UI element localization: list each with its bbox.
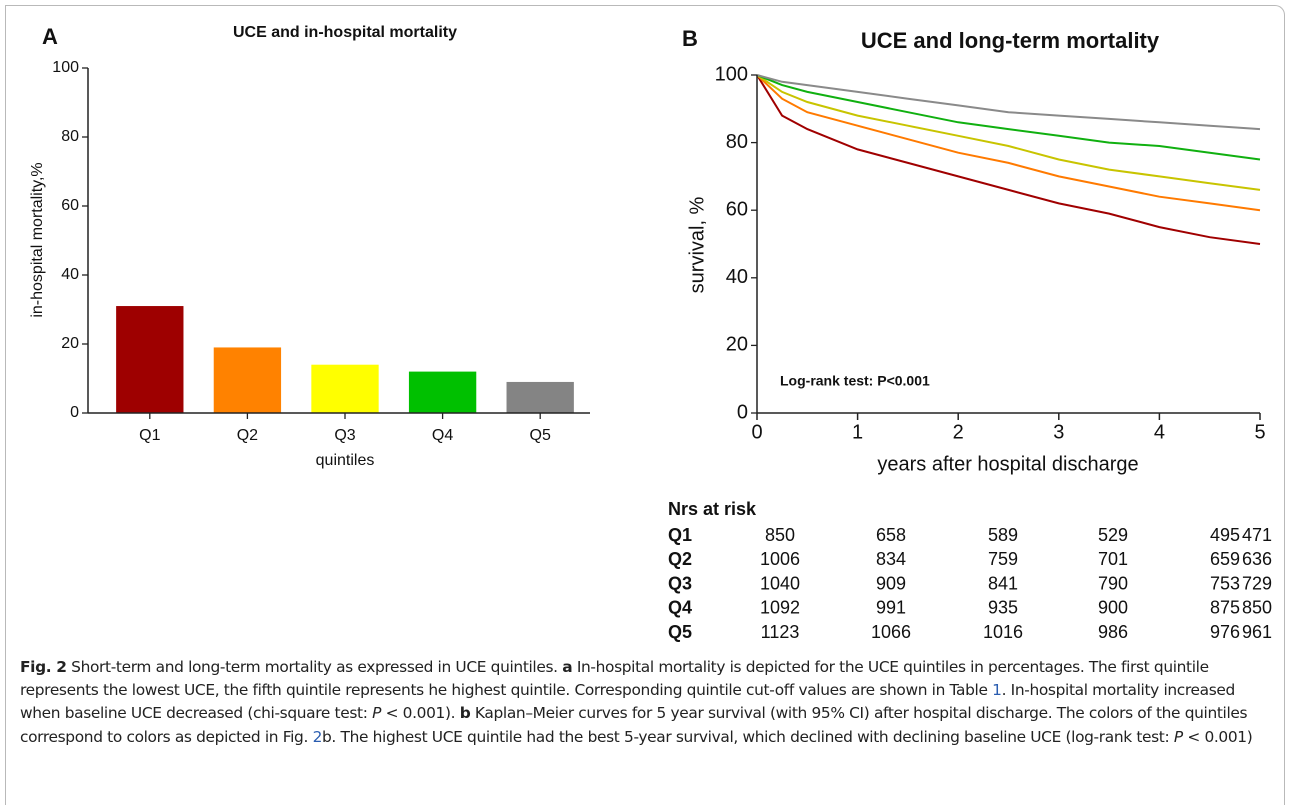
risk-count: 850 (1242, 598, 1272, 618)
risk-count: 471 (1242, 525, 1272, 545)
y-tick-label: 60 (61, 197, 79, 214)
caption-text[interactable]: 1 (992, 681, 1002, 700)
risk-row-label: Q5 (668, 622, 692, 642)
x-axis-label: years after hospital discharge (877, 453, 1138, 475)
x-tick-label: Q2 (237, 427, 258, 444)
risk-count: 753 (1210, 573, 1240, 593)
figure-frame (5, 5, 1285, 805)
risk-count: 841 (988, 573, 1018, 593)
y-tick-label: 80 (61, 128, 79, 145)
caption-text: Short-term and long-term mortality as ex… (66, 658, 563, 676)
survival-line (756, 74, 1261, 245)
x-tick-label: 2 (953, 421, 964, 443)
risk-count: 900 (1098, 598, 1128, 618)
survival-line (756, 74, 1261, 131)
risk-row-label: Q4 (668, 598, 692, 618)
chart-title: UCE and in-hospital mortality (233, 24, 457, 41)
annotation: Log-rank test: P<0.001 (780, 373, 930, 389)
risk-count: 1123 (761, 622, 800, 642)
y-tick-label: 80 (726, 131, 748, 153)
bar (213, 347, 282, 413)
caption-text: Kaplan–Meier curves for 5 year survival … (20, 704, 1248, 746)
risk-count: 976 (1210, 622, 1240, 642)
x-tick-label: Q4 (432, 427, 453, 444)
risk-count: 991 (876, 598, 906, 618)
x-tick-label: 0 (751, 421, 762, 443)
x-axis-label: quintiles (316, 452, 375, 469)
risk-count: 961 (1242, 622, 1272, 642)
survival-line (756, 74, 1261, 161)
risk-count: 529 (1098, 525, 1128, 545)
panel-label: B (682, 26, 698, 51)
risk-count: 909 (876, 573, 906, 593)
y-axis-label: survival, % (686, 196, 708, 293)
caption-text: P (372, 704, 382, 723)
caption-text: b (459, 704, 471, 723)
bar (116, 306, 184, 413)
bar (506, 381, 574, 413)
y-tick-label: 20 (726, 334, 748, 356)
y-tick-label: 0 (737, 401, 748, 423)
risk-count: 1092 (760, 598, 800, 618)
y-tick-label: 60 (726, 198, 748, 220)
chart-title: UCE and long-term mortality (861, 28, 1160, 53)
caption-text: < 0.001). (381, 704, 460, 723)
risk-row-label: Q3 (668, 573, 692, 593)
risk-count: 1040 (760, 573, 800, 593)
x-tick-label: 1 (852, 421, 863, 443)
risk-count: 658 (876, 525, 906, 545)
risk-count: 589 (988, 525, 1018, 545)
bar (408, 371, 477, 413)
risk-count: 1006 (760, 549, 800, 569)
risk-count: 701 (1098, 549, 1128, 569)
caption-text[interactable]: 2 (312, 727, 323, 746)
caption-text: < 0.001) (1182, 727, 1253, 746)
x-tick-label: Q1 (139, 427, 160, 444)
risk-row-label: Q1 (668, 525, 692, 545)
risk-count: 850 (765, 525, 795, 545)
risk-count: 875 (1210, 598, 1240, 618)
risk-count: 1066 (871, 622, 911, 642)
x-tick-label: Q3 (334, 427, 355, 444)
risk-count: 759 (988, 549, 1018, 569)
survival-line (756, 74, 1261, 191)
survival-line (756, 74, 1261, 212)
caption-label: Fig. 2 (20, 658, 67, 676)
risk-count: 986 (1098, 622, 1128, 642)
y-tick-label: 20 (61, 335, 79, 352)
risk-count: 495 (1210, 525, 1240, 545)
caption-text: P (1173, 727, 1183, 746)
risk-count: 659 (1210, 549, 1240, 569)
y-axis-label: in-hospital mortality,% (29, 162, 46, 317)
risk-count: 834 (876, 549, 906, 569)
x-tick-label: Q5 (530, 427, 551, 444)
risk-count: 729 (1242, 573, 1272, 593)
caption: Fig. 2 Short-term and long-term mortalit… (20, 656, 1275, 749)
risk-count: 790 (1098, 573, 1128, 593)
risk-count: 636 (1242, 549, 1272, 569)
risk-table-title: Nrs at risk (668, 499, 757, 519)
y-tick-label: 100 (52, 59, 79, 76)
panel-label: A (42, 24, 58, 49)
y-tick-label: 40 (61, 266, 79, 283)
x-tick-label: 5 (1254, 421, 1265, 443)
caption-text: a (562, 658, 573, 676)
y-tick-label: 0 (70, 404, 79, 421)
x-tick-label: 3 (1053, 421, 1064, 443)
caption-text: b. The highest UCE quintile had the best… (322, 727, 1174, 746)
risk-count: 1016 (983, 622, 1023, 642)
risk-row-label: Q2 (668, 549, 692, 569)
bar (311, 364, 379, 413)
y-tick-label: 100 (715, 63, 748, 85)
caption-text: In-hospital mortality is depicted for th… (20, 658, 1209, 700)
x-tick-label: 4 (1154, 421, 1165, 443)
caption-text: . In-hospital mortality increased when b… (20, 681, 1235, 723)
risk-count: 935 (988, 598, 1018, 618)
y-tick-label: 40 (726, 266, 748, 288)
